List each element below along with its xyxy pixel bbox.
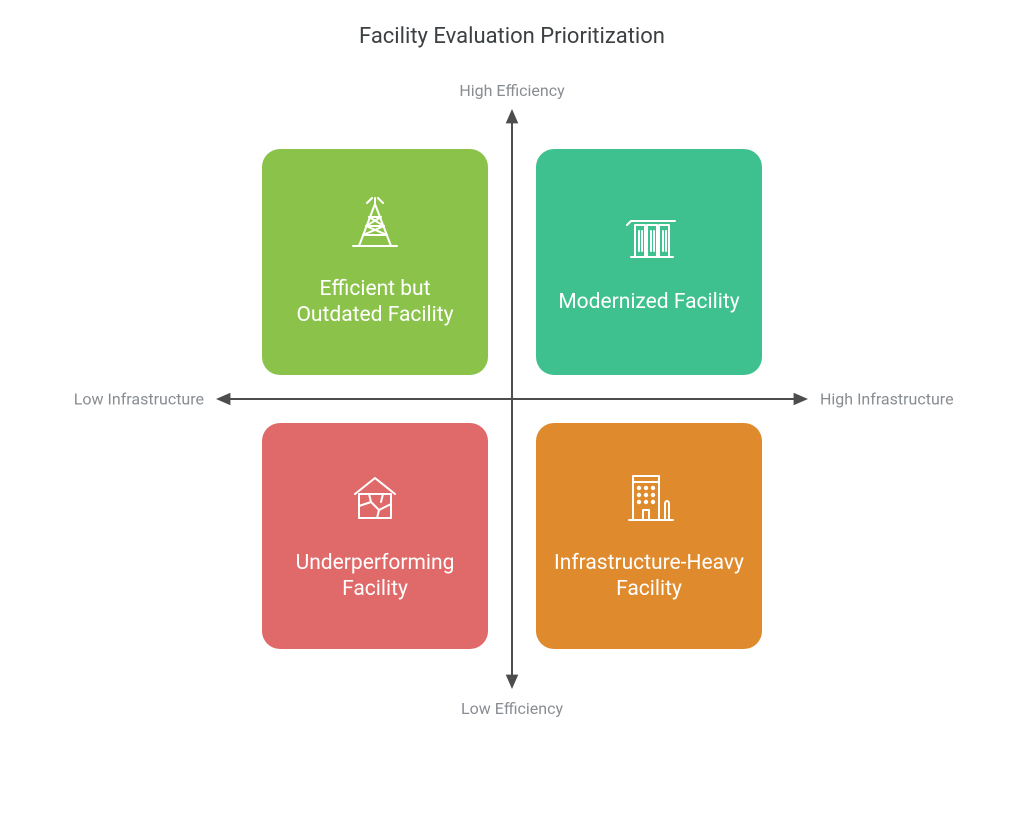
quadrant-label: Modernized Facility [558, 289, 739, 315]
office-building-icon [617, 464, 681, 532]
quadrant-top-left: Efficient but Outdated Facility [262, 149, 488, 375]
axis-label-bottom: Low Efficiency [461, 699, 563, 718]
axis-label-right: High Infrastructure [820, 390, 954, 409]
quadrant-label: Underperforming Facility [280, 550, 470, 603]
axis-label-left: Low Infrastructure [74, 390, 204, 409]
quadrant-bottom-right: Infrastructure-Heavy Facility [536, 423, 762, 649]
tower-icon [343, 190, 407, 258]
axis-label-top: High Efficiency [459, 81, 564, 100]
skyline-icon [617, 203, 681, 271]
quadrant-label: Infrastructure-Heavy Facility [554, 550, 744, 603]
quadrant-bottom-left: Underperforming Facility [262, 423, 488, 649]
quadrant-top-right: Modernized Facility [536, 149, 762, 375]
quadrant-label: Efficient but Outdated Facility [280, 276, 470, 329]
quadrant-diagram: High Efficiency Low Efficiency Low Infra… [0, 0, 1024, 816]
cracked-house-icon [343, 464, 407, 532]
